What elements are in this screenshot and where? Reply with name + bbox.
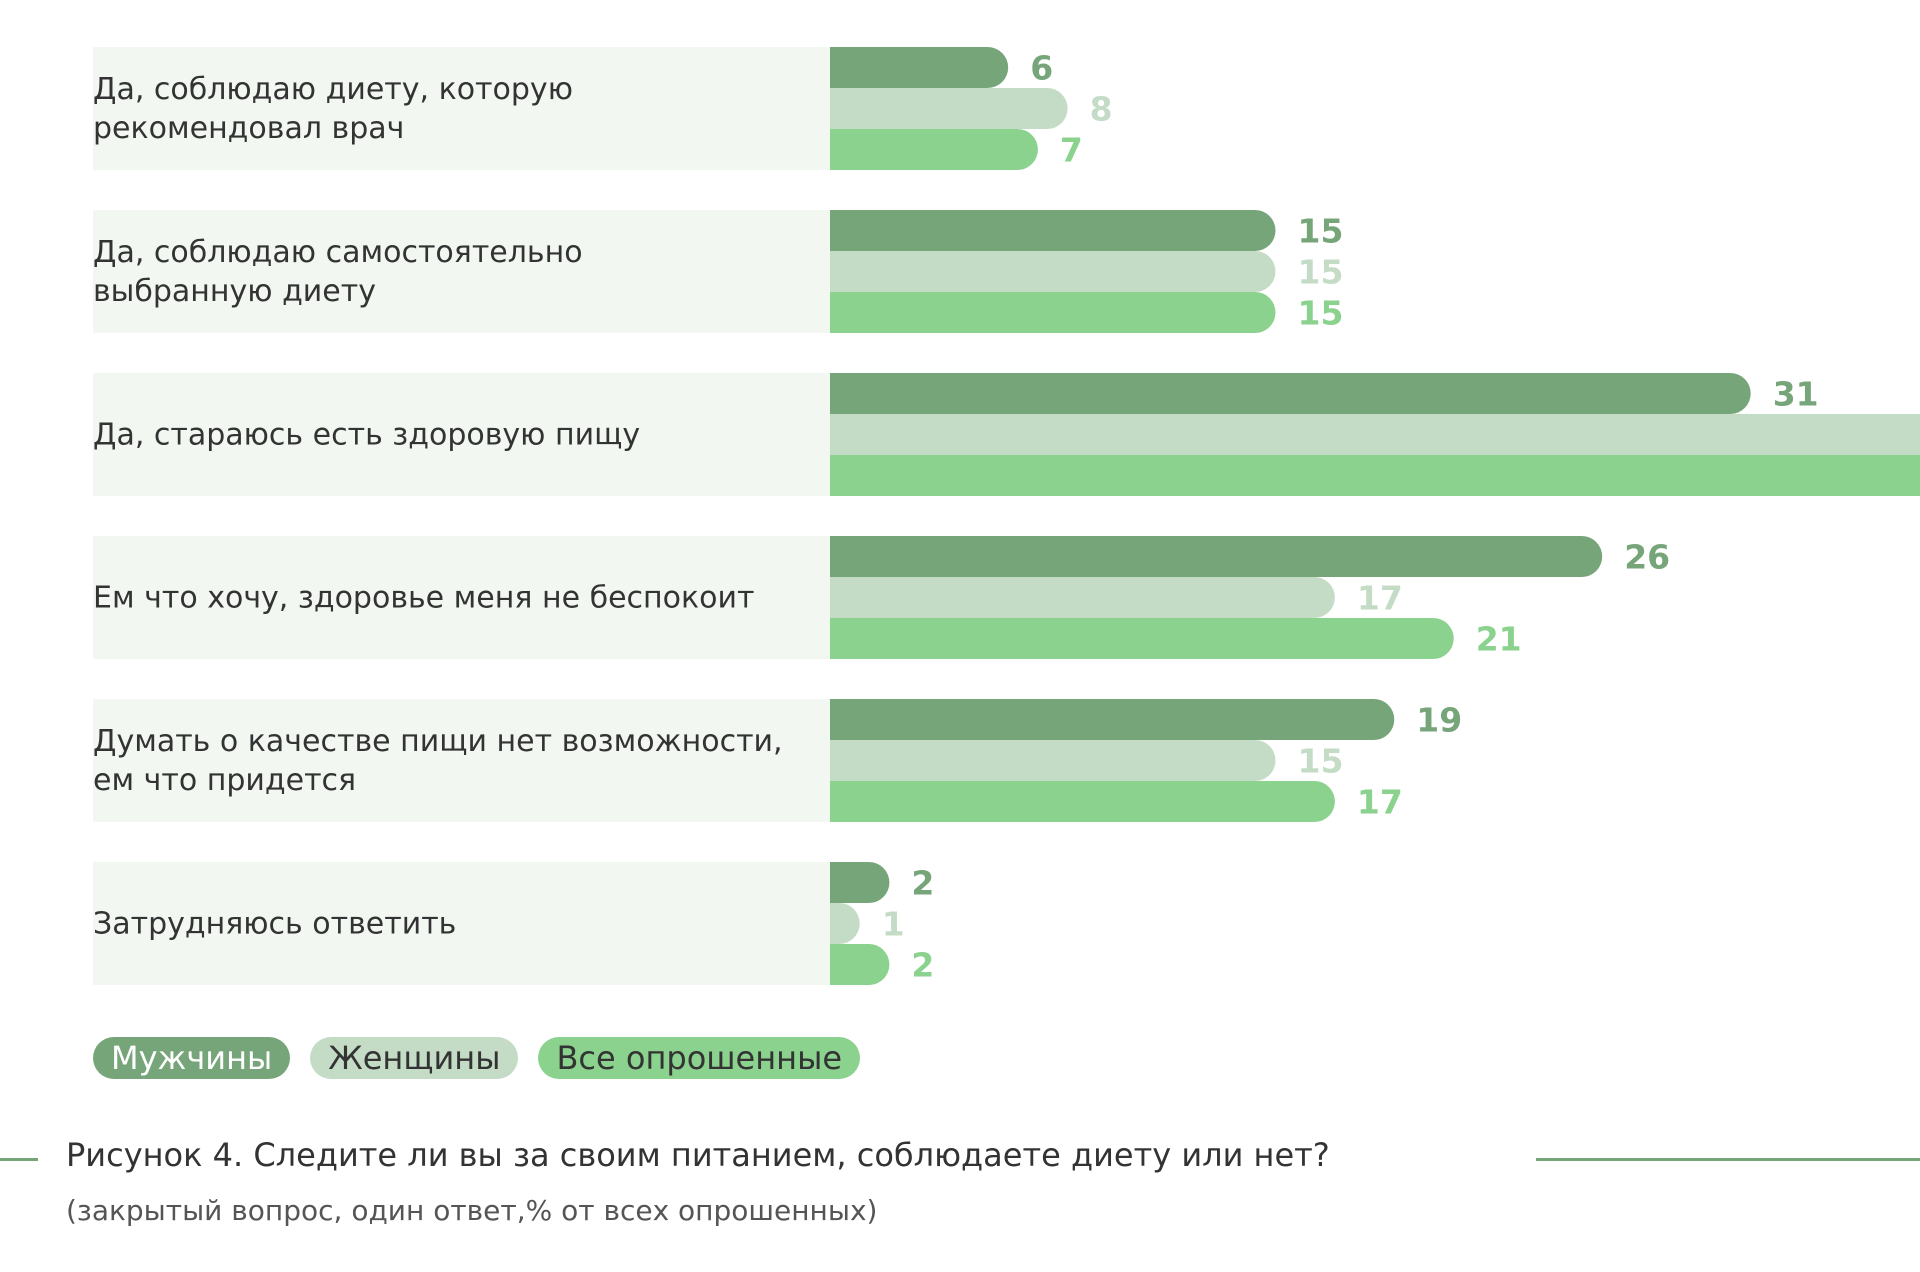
data-label: 26: [1624, 538, 1670, 577]
bar: [830, 88, 1068, 129]
legend-item: Мужчины: [93, 1037, 291, 1079]
bar: [830, 47, 1009, 88]
bar: [830, 129, 1038, 170]
bar-chart: Да, соблюдаю диету, которую рекомендовал …: [93, 47, 1920, 985]
legend: Мужчины Женщины Все опрошенные: [93, 1037, 861, 1079]
data-label: 2: [911, 946, 934, 985]
category-label: Думать о качестве пищи нет возможности,: [93, 724, 783, 759]
data-label: 1: [882, 905, 905, 944]
bar: [830, 577, 1335, 618]
row-background: [93, 210, 830, 333]
data-label: 17: [1357, 783, 1403, 822]
data-label: 6: [1030, 49, 1053, 88]
data-label: 19: [1416, 701, 1462, 740]
category-label: Да, соблюдаю диету, которую: [93, 72, 573, 107]
category-row: Да, стараюсь есть здоровую пищу314438: [93, 373, 1920, 496]
bar: [830, 699, 1395, 740]
data-label: 2: [911, 864, 934, 903]
data-label: 15: [1298, 742, 1344, 781]
data-label: 31: [1773, 375, 1819, 414]
category-row: Думать о качестве пищи нет возможности, е…: [93, 699, 1462, 822]
bar: [830, 740, 1276, 781]
row-background: [93, 862, 830, 985]
bar: [830, 944, 890, 985]
bar: [830, 414, 1920, 455]
bar: [830, 903, 860, 944]
data-label: 21: [1476, 620, 1522, 659]
row-background: [93, 536, 830, 659]
category-label: рекомендовал врач: [93, 111, 404, 146]
bar: [830, 455, 1920, 496]
category-row: Ем что хочу, здоровье меня не беспокоит 2…: [93, 536, 1670, 659]
category-label: выбранную диету: [93, 274, 376, 309]
figure-caption: Рисунок 4. Следите ли вы за своим питани…: [0, 1128, 1920, 1188]
caption-title: Рисунок 4. Следите ли вы за своим питани…: [66, 1136, 1330, 1174]
bar: [830, 781, 1335, 822]
row-background: [93, 699, 830, 822]
caption-subtitle: (закрытый вопрос, один ответ,% от всех о…: [66, 1194, 878, 1227]
data-label: 15: [1298, 212, 1344, 251]
category-label: ем что придется: [93, 763, 356, 798]
caption-rule-right: [1536, 1158, 1920, 1161]
data-label: 17: [1357, 579, 1403, 618]
bar: [830, 210, 1276, 251]
row-background: [93, 47, 830, 170]
category-row: Затрудняюсь ответить 212: [93, 862, 934, 985]
data-label: 8: [1090, 90, 1113, 129]
category-label: Да, стараюсь есть здоровую пищу: [93, 418, 640, 453]
data-label: 7: [1060, 131, 1083, 170]
bar: [830, 292, 1276, 333]
row-background: [93, 373, 830, 496]
bar: [830, 251, 1276, 292]
category-row: Да, соблюдаю самостоятельно выбранную дие…: [93, 210, 1343, 333]
bar: [830, 862, 890, 903]
data-label: 15: [1298, 253, 1344, 292]
bar: [830, 373, 1751, 414]
data-label: 15: [1298, 294, 1344, 333]
bar: [830, 536, 1603, 577]
category-label: Да, соблюдаю самостоятельно: [93, 235, 583, 270]
category-label: Ем что хочу, здоровье меня не беспокоит: [93, 581, 754, 616]
bar: [830, 618, 1454, 659]
category-label: Затрудняюсь ответить: [93, 907, 456, 942]
legend-item: Все опрошенные: [538, 1037, 861, 1079]
category-row: Да, соблюдаю диету, которую рекомендовал …: [93, 47, 1113, 170]
legend-item: Женщины: [310, 1037, 519, 1079]
caption-rule-left: [0, 1158, 38, 1161]
